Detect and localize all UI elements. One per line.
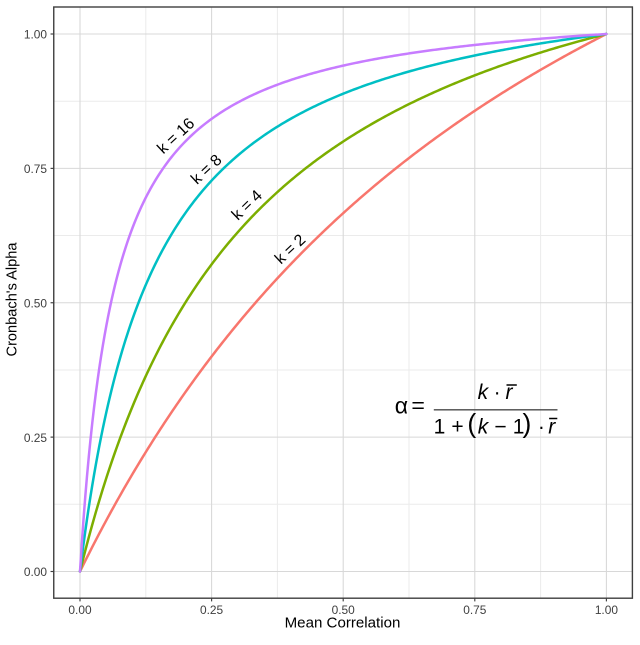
svg-text:1: 1	[513, 416, 525, 439]
svg-text:·: ·	[494, 381, 501, 404]
svg-text:): )	[523, 408, 532, 438]
svg-text:0.75: 0.75	[24, 162, 48, 176]
svg-text:0.25: 0.25	[200, 603, 224, 617]
svg-text:1.00: 1.00	[24, 28, 48, 42]
svg-text:k: k	[478, 381, 490, 404]
svg-text:−: −	[494, 416, 506, 439]
svg-text:0.50: 0.50	[332, 603, 356, 617]
svg-text:=: =	[411, 395, 425, 418]
svg-text:0.75: 0.75	[463, 603, 487, 617]
svg-text:0.50: 0.50	[24, 296, 48, 310]
svg-text:r: r	[506, 381, 514, 404]
svg-text:(: (	[467, 408, 476, 438]
svg-text:·: ·	[538, 416, 545, 439]
svg-text:+: +	[451, 416, 463, 439]
svg-text:1: 1	[434, 416, 446, 439]
svg-text:α: α	[395, 393, 408, 419]
svg-text:0.00: 0.00	[24, 565, 48, 579]
svg-text:0.00: 0.00	[68, 603, 92, 617]
svg-text:k: k	[478, 416, 490, 439]
svg-text:Mean Correlation: Mean Correlation	[285, 615, 401, 632]
svg-text:r: r	[548, 416, 556, 439]
svg-text:Cronbach's Alpha: Cronbach's Alpha	[5, 242, 21, 357]
svg-text:1.00: 1.00	[595, 603, 619, 617]
svg-text:0.25: 0.25	[24, 431, 48, 445]
